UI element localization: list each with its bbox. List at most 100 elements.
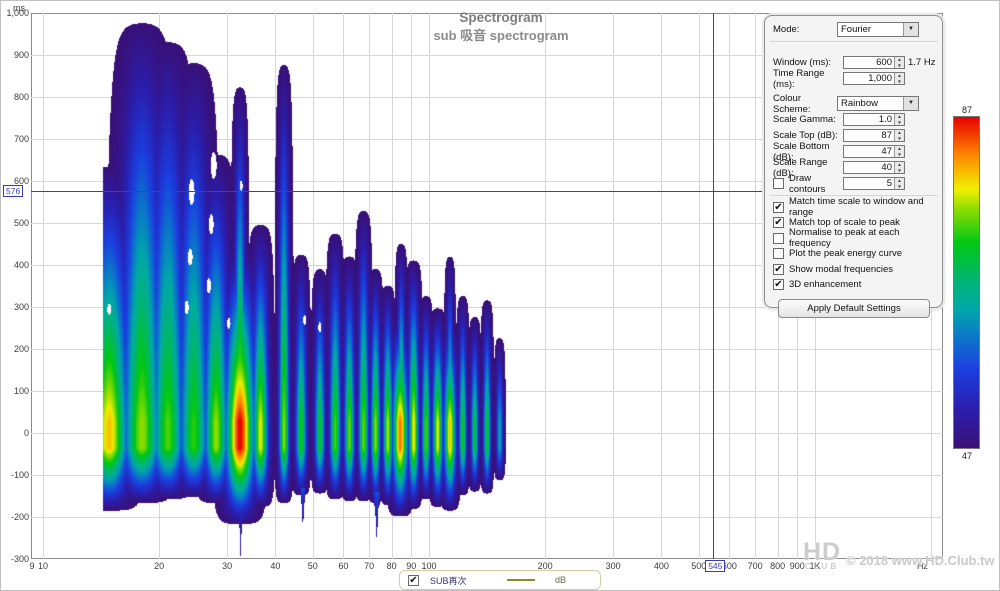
cursor-time-line[interactable] bbox=[31, 191, 943, 193]
apply-default-settings-button[interactable]: Apply Default Settings bbox=[778, 299, 930, 318]
cursor-time-value: 576 bbox=[3, 185, 24, 198]
legend-trace-label[interactable]: SUB再次 bbox=[430, 575, 467, 586]
y-tick-label: 300 bbox=[13, 302, 29, 312]
scale-gamma-label: Scale Gamma: bbox=[773, 114, 836, 125]
option-checkbox-0[interactable]: ✔ bbox=[773, 201, 784, 213]
legend-line-swatch bbox=[506, 579, 535, 581]
scale-range-row: Scale Range (dB): 40 ▲ ▼ bbox=[773, 157, 935, 179]
draw-contours-row: Draw contours 5 ▲ ▼ bbox=[773, 173, 935, 195]
x-axis-unit: Hz bbox=[917, 561, 928, 571]
spinner-up-icon[interactable]: ▲ bbox=[897, 178, 902, 183]
colour-scheme-dropdown[interactable]: Rainbow ▼ bbox=[837, 96, 919, 111]
scale-bottom-row: Scale Bottom (dB): 47 ▲ ▼ bbox=[773, 141, 935, 163]
spinner-down-icon[interactable]: ▼ bbox=[897, 135, 902, 141]
spinner-down-icon[interactable]: ▼ bbox=[897, 78, 902, 84]
draw-contours-input[interactable]: 5 ▲ ▼ bbox=[843, 177, 905, 190]
scale-gamma-spinner[interactable]: ▲ ▼ bbox=[894, 114, 904, 125]
y-tick-label: -200 bbox=[10, 512, 29, 522]
spinner-up-icon[interactable]: ▲ bbox=[897, 146, 902, 151]
window-input[interactable]: 600 ▲ ▼ bbox=[843, 56, 905, 69]
time-range-label: Time Range (ms): bbox=[773, 67, 825, 90]
window-row: Window (ms): 600 ▲ ▼ 1.7 Hz bbox=[773, 55, 935, 70]
y-tick-label: 100 bbox=[13, 386, 29, 396]
spinner-down-icon[interactable]: ▼ bbox=[897, 119, 902, 125]
dropdown-arrow-icon[interactable]: ▼ bbox=[903, 23, 918, 36]
mode-dropdown[interactable]: Fourier ▼ bbox=[837, 22, 919, 37]
x-tick-label: 20 bbox=[154, 561, 165, 571]
colour-scheme-label: Colour Scheme: bbox=[773, 92, 811, 115]
x-tick-label: 900 bbox=[789, 561, 805, 571]
time-range-row: Time Range (ms): 1,000 ▲ ▼ bbox=[773, 68, 935, 90]
y-tick-label: 400 bbox=[13, 260, 29, 270]
scale-top-label: Scale Top (dB): bbox=[773, 130, 838, 141]
y-tick-label: 1,000 bbox=[6, 8, 29, 18]
panel-checkbox-list: ✔ Match time scale to window and range ✔ Ma… bbox=[773, 196, 935, 292]
x-tick-label: 40 bbox=[270, 561, 281, 571]
mode-row: Mode: Fourier ▼ bbox=[773, 22, 935, 37]
option-checkbox-3[interactable] bbox=[773, 248, 784, 260]
mode-value: Fourier bbox=[841, 24, 872, 35]
colorbar-min-label: 47 bbox=[961, 451, 972, 461]
scale-range-label: Scale Range (dB): bbox=[773, 156, 828, 179]
draw-contours-checkbox[interactable] bbox=[773, 178, 784, 189]
option-checkbox-2[interactable] bbox=[773, 232, 784, 244]
scale-top-input[interactable]: 87 ▲ ▼ bbox=[843, 129, 905, 142]
option-checkbox-4[interactable]: ✔ bbox=[773, 263, 784, 275]
y-axis-unit: ms bbox=[13, 3, 25, 13]
draw-contours-spinner[interactable]: ▲ ▼ bbox=[894, 178, 904, 189]
scale-bottom-input[interactable]: 47 ▲ ▼ bbox=[843, 145, 905, 158]
x-tick-label: 100 bbox=[421, 561, 437, 571]
spinner-down-icon[interactable]: ▼ bbox=[897, 62, 902, 68]
scale-bottom-label: Scale Bottom (dB): bbox=[773, 140, 830, 163]
window-resolution-hint: 1.7 Hz bbox=[908, 57, 936, 68]
x-tick-label: 600 bbox=[721, 561, 737, 571]
cursor-freq-value: 545 bbox=[705, 560, 726, 572]
x-tick-label: 9 bbox=[29, 561, 35, 571]
apply-button-row: Apply Default Settings bbox=[773, 299, 935, 318]
dropdown-arrow-icon[interactable]: ▼ bbox=[903, 97, 918, 110]
option-checkbox-1[interactable]: ✔ bbox=[773, 217, 784, 229]
x-tick-label: 30 bbox=[222, 561, 233, 571]
spinner-up-icon[interactable]: ▲ bbox=[897, 73, 902, 78]
scale-gamma-input[interactable]: 1.0 ▲ ▼ bbox=[843, 113, 905, 126]
x-tick-label: 80 bbox=[386, 561, 397, 571]
scale-top-row: Scale Top (dB): 87 ▲ ▼ bbox=[773, 128, 935, 143]
spinner-up-icon[interactable]: ▲ bbox=[897, 57, 902, 62]
y-tick-label: -300 bbox=[10, 554, 29, 564]
spinner-up-icon[interactable]: ▲ bbox=[897, 162, 902, 167]
spinner-up-icon[interactable]: ▲ bbox=[897, 130, 902, 135]
time-range-input[interactable]: 1,000 ▲ ▼ bbox=[843, 72, 905, 85]
spinner-down-icon[interactable]: ▼ bbox=[897, 151, 902, 157]
scale-bottom-spinner[interactable]: ▲ ▼ bbox=[894, 146, 904, 157]
mode-label: Mode: bbox=[773, 24, 800, 35]
x-tick-label: 500 bbox=[691, 561, 707, 571]
scale-top-spinner[interactable]: ▲ ▼ bbox=[894, 130, 904, 141]
x-tick-label: 400 bbox=[653, 561, 669, 571]
x-tick-label: 1K bbox=[809, 561, 821, 571]
spinner-down-icon[interactable]: ▼ bbox=[897, 167, 902, 173]
y-tick-label: -100 bbox=[10, 470, 29, 480]
window-value: 600 bbox=[876, 57, 892, 68]
spinner-up-icon[interactable]: ▲ bbox=[897, 114, 902, 119]
panel-option-row: ✔ Match time scale to window and range bbox=[773, 196, 935, 218]
panel-option-row: ✔ Show modal frequencies bbox=[773, 262, 935, 277]
colorbar-max-label: 87 bbox=[961, 105, 972, 115]
option-label-2: Normalise to peak at each frequency bbox=[789, 227, 900, 250]
legend-checkbox[interactable]: ✔ bbox=[408, 574, 419, 586]
y-tick-label: 800 bbox=[13, 92, 29, 102]
spinner-down-icon[interactable]: ▼ bbox=[897, 183, 902, 189]
scale-range-input[interactable]: 40 ▲ ▼ bbox=[843, 161, 905, 174]
panel-separator bbox=[770, 195, 938, 196]
legend: ✔ SUB再次 dB bbox=[399, 570, 601, 590]
scale-gamma-row: Scale Gamma: 1.0 ▲ ▼ bbox=[773, 112, 935, 127]
option-label-0: Match time scale to window and range bbox=[789, 196, 924, 219]
x-tick-label: 60 bbox=[338, 561, 349, 571]
option-checkbox-5[interactable]: ✔ bbox=[773, 279, 784, 291]
scale-range-spinner[interactable]: ▲ ▼ bbox=[894, 162, 904, 173]
cursor-frequency-line[interactable] bbox=[713, 13, 715, 559]
time-range-spinner[interactable]: ▲ ▼ bbox=[894, 73, 904, 84]
x-tick-label: 300 bbox=[605, 561, 621, 571]
y-tick-label: 700 bbox=[13, 134, 29, 144]
window-spinner[interactable]: ▲ ▼ bbox=[894, 57, 904, 68]
